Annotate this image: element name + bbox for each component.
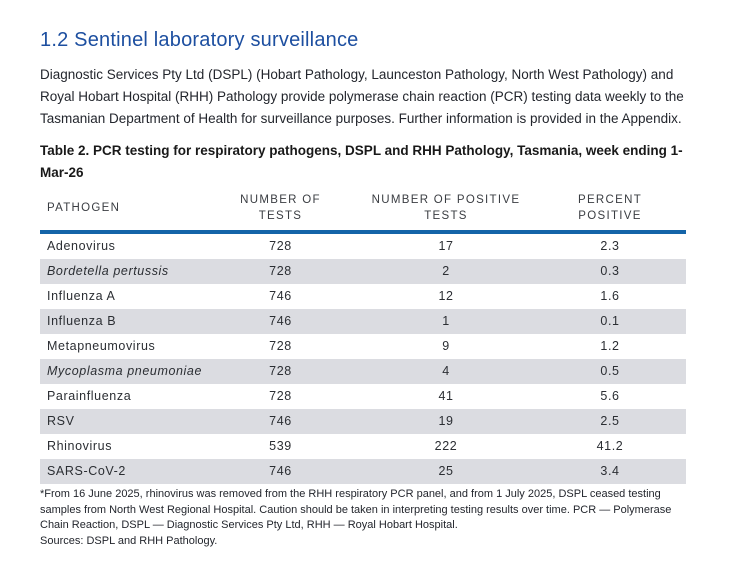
tests-cell: 728 [203, 359, 358, 384]
percent-cell: 3.4 [534, 459, 686, 484]
table-row: RSV 746 19 2.5 [40, 409, 686, 434]
pathogen-cell: Mycoplasma pneumoniae [40, 359, 203, 384]
percent-cell: 1.6 [600, 289, 620, 303]
table-footnote: *From 16 June 2025, rhinovirus was remov… [40, 488, 672, 531]
table-row: SARS-CoV-2 746 25 3.4 [40, 459, 686, 484]
percent-cell: 41.2 [596, 439, 624, 453]
percent-cell: 0.1 [534, 309, 686, 334]
pathogen-cell: Metapneumovirus [47, 339, 156, 353]
pathogen-cell: Parainfluenza [47, 389, 132, 403]
table-row: Rhinovirus 539 222 41.2 [40, 434, 686, 459]
tests-cell: 539 [269, 439, 292, 453]
pathogen-cell: RSV [40, 409, 203, 434]
table-row: Mycoplasma pneumoniae 728 4 0.5 [40, 359, 686, 384]
percent-cell: 2.5 [534, 409, 686, 434]
tests-cell: 746 [203, 409, 358, 434]
pathogen-cell: Influenza A [47, 289, 116, 303]
table-row: Influenza B 746 1 0.1 [40, 309, 686, 334]
table-header-row: PATHOGEN NUMBER OF TESTS NUMBER OF POSIT… [40, 188, 686, 234]
percent-cell: 0.3 [534, 259, 686, 284]
positive-cell: 2 [358, 259, 534, 284]
section-heading: 1.2 Sentinel laboratory surveillance [40, 29, 359, 51]
tests-cell: 746 [269, 289, 292, 303]
tests-cell: 728 [269, 389, 292, 403]
pcr-testing-table: PATHOGEN NUMBER OF TESTS NUMBER OF POSIT… [40, 188, 686, 484]
pathogen-cell: Adenovirus [47, 239, 116, 253]
pathogen-table-body: Adenovirus 728 17 2.3 Bordetella pertussis 72… [40, 232, 686, 484]
table-row: Bordetella pertussis 728 2 0.3 [40, 259, 686, 284]
intro-paragraph: Diagnostic Services Pty Ltd (DSPL) (Hoba… [40, 67, 684, 126]
table-row: Adenovirus 728 17 2.3 [40, 232, 686, 259]
column-header-number-of-positive-tests: NUMBER OF POSITIVE TESTS [358, 188, 534, 234]
pathogen-cell: SARS-CoV-2 [40, 459, 203, 484]
tests-cell: 746 [203, 459, 358, 484]
tests-cell: 728 [269, 239, 292, 253]
column-header-number-of-tests: NUMBER OF TESTS [203, 188, 358, 234]
positive-cell: 19 [358, 409, 534, 434]
positive-cell: 1 [358, 309, 534, 334]
tests-cell: 728 [203, 259, 358, 284]
page-content: 1.2 Sentinel laboratory surveillance Dia… [40, 29, 686, 547]
positive-cell: 4 [358, 359, 534, 384]
positive-cell: 222 [434, 439, 458, 453]
positive-cell: 25 [358, 459, 534, 484]
percent-cell: 0.5 [534, 359, 686, 384]
tests-cell: 746 [203, 309, 358, 334]
table-row: Metapneumovirus 728 9 1.2 [40, 334, 686, 359]
percent-cell: 1.2 [600, 339, 620, 353]
table-header: PATHOGEN NUMBER OF TESTS NUMBER OF POSIT… [40, 188, 686, 234]
percent-cell: 2.3 [600, 239, 620, 253]
percent-cell: 5.6 [600, 389, 620, 403]
table-row: Influenza A 746 12 1.6 [40, 284, 686, 309]
pathogen-cell: Influenza B [40, 309, 203, 334]
table-caption: Table 2. PCR testing for respiratory pat… [40, 143, 683, 180]
tests-cell: 728 [269, 339, 292, 353]
positive-cell: 41 [438, 389, 454, 403]
column-header-percent-positive: PERCENT POSITIVE [534, 188, 686, 234]
positive-cell: 17 [438, 239, 454, 253]
positive-cell: 9 [442, 339, 450, 353]
pathogen-cell: Bordetella pertussis [40, 259, 203, 284]
positive-cell: 12 [438, 289, 454, 303]
sources-line: Sources: DSPL and RHH Pathology. [40, 534, 218, 547]
table-row: Parainfluenza 728 41 5.6 [40, 384, 686, 409]
pathogen-cell: Rhinovirus [47, 439, 113, 453]
column-header-pathogen: PATHOGEN [40, 188, 203, 234]
